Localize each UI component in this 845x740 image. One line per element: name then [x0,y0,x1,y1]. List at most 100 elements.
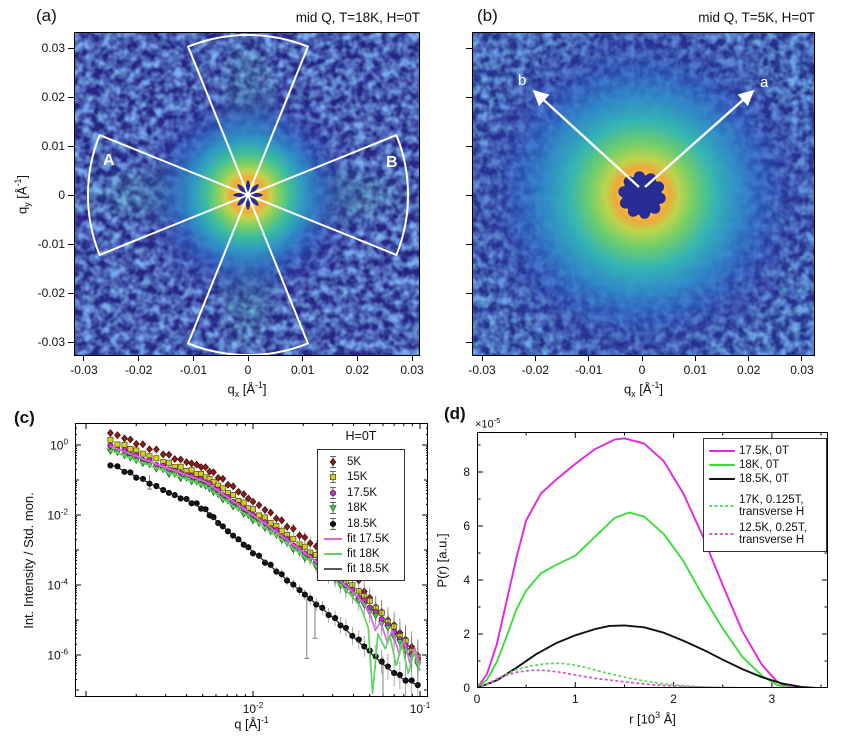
panel-c-legend: 5K 15K 17.5K 18K 18.5K fit 17.5K fit 18K fit 18… [317,449,405,581]
tick-label: 8 [463,465,470,479]
tick-mark [68,145,74,147]
tick-mark [83,356,85,361]
legend-marker-circle-icon [329,517,337,530]
tick-mark [68,243,74,245]
legend-entry-label: 18K, 0T [739,459,780,472]
panel-c-xlabel: q [Å]-1 [234,715,269,732]
tick-label: 0.03 [790,363,814,377]
legend-marker-circle-icon [329,486,337,499]
tick-label: 0 [638,363,646,377]
legend-entry: 18.5K [323,516,401,532]
tick-mark [466,341,472,343]
curve-12.5K [477,669,783,688]
tick-label: -0.03 [37,335,65,349]
fit-line-fit 18K [110,449,421,695]
tick-mark [534,356,536,361]
panel-b-xlabel: qx [Å-1] [623,380,664,399]
legend-line-sample [709,464,735,467]
legend-entry: 17K, 0.125T, transverse H [709,494,823,518]
pr-distribution-plot [477,432,828,688]
legend-entry-label: 15K [347,471,368,484]
panel-d-xlabel: r [103 Å] [629,710,676,727]
tick-label: 0.02 [41,90,65,104]
legend-line-sample [709,505,735,508]
curve-18.5K [477,624,818,688]
tick-mark [68,194,74,196]
legend-entry: 18.5K, 0T [709,473,823,485]
beamstop-icon [618,171,666,219]
tick-mark [411,356,413,361]
axis-b-label: b [518,72,527,89]
tick-label: -0.02 [521,363,550,377]
legend-entry-label: 17.5K, 0T [739,445,789,457]
tick-mark [801,356,803,361]
panel-a-label: (a) [36,6,57,25]
tick-label: -0.01 [37,237,65,251]
tick-mark [466,194,472,196]
panel-d-legend: 17.5K, 0T 18K, 0T 18.5K, 0T 17K, 0.125T, tr… [703,438,827,553]
legend-entry: 5K [323,454,401,470]
legend-line-sample [709,449,735,453]
tick-label: 10-2 [47,507,68,523]
tick-label: 2 [463,627,470,641]
curve-18K [477,511,793,688]
tick-label: 10-4 [47,577,68,593]
legend-entry-label: 17K, 0.125T, transverse H [739,494,805,519]
sans-map-18K [74,32,420,356]
tick-label: -0.02 [37,286,65,300]
tick-mark [138,356,140,361]
panel-a-title: mid Q, T=18K, H=0T [295,10,420,25]
tick-label: -0.01 [574,363,603,377]
tick-mark [356,356,358,361]
panel-d-ylabel: P(r) [a.u.] [434,532,450,588]
panel-b: mid Q, T=5K, H=0T [466,10,815,399]
sector-b-label: B [386,154,398,171]
tick-label: 100 [50,437,68,453]
panel-c-ylabel: Int. Intensity / Std. mon. [20,491,36,629]
line-series-group [477,437,818,688]
legend-line-sample [324,538,342,540]
tick-mark [694,356,696,361]
legend-entry: fit 18.5K [323,562,401,577]
legend-marker-triangle-down-icon [329,502,337,515]
tick-mark [68,96,74,98]
tick-mark [588,356,590,361]
legend-entry-label: 17.5K [347,486,378,499]
tick-label: -0.01 [179,363,208,377]
legend-marker-square-icon [330,471,336,484]
tick-mark [466,47,472,49]
tick-label: 10-2 [242,701,264,716]
tick-label: 0 [58,188,65,202]
crystal-axis-arrows [532,89,755,188]
tick-label: 10-1 [409,701,431,716]
tick-label: 0.01 [41,139,65,153]
tick-label: 0.03 [400,363,424,377]
tick-label: 0 [463,681,470,695]
tick-label: 10-6 [47,647,68,663]
panel-d-label: (d) [444,404,466,423]
tick-mark [466,96,472,98]
tick-label: -0.02 [124,363,153,377]
tick-mark [466,145,472,147]
panel-d-axis-exponent: ×10-5 [475,416,501,431]
legend-entry-label: 12.5K, 0.25T, transverse H [739,522,807,547]
tick-mark [68,47,74,49]
curve-17.5K [477,437,798,688]
panel-a: mid Q, T=18K, H=0T [14,10,424,399]
legend-entry-label: fit 18.5K [347,562,390,575]
panel-a-xlabel: qx [Å-1] [227,380,267,399]
legend-entry-label: fit 17.5K [347,532,390,545]
panel-b-label: (b) [477,6,498,25]
sector-a-label: A [103,152,115,169]
tick-mark [68,341,74,343]
tick-mark [68,292,74,294]
legend-line-sample [324,553,342,555]
sans-map-5K [472,32,815,356]
legend-entry: fit 17.5K [323,532,401,547]
panel-d: ×10-5 17.5K, 0T 18K, 0T 18.5K, 0T 17K, 0.12… [435,416,828,726]
legend-entry: 12.5K, 0.25T, transverse H [709,522,823,546]
tick-mark [641,356,643,361]
tick-label: 6 [463,519,470,533]
tick-label: 0 [473,692,481,706]
